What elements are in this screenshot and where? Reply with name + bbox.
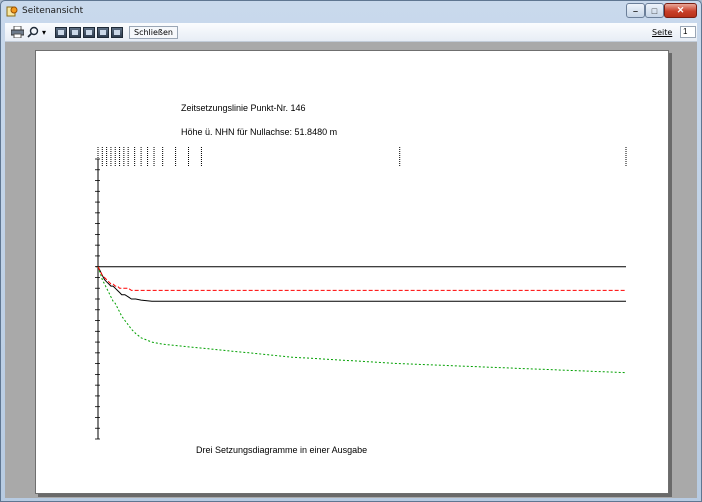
- title-bar[interactable]: Seitenansicht – □ ✕: [1, 1, 701, 22]
- two-pages-button[interactable]: [69, 25, 81, 39]
- one-page-button[interactable]: [55, 25, 67, 39]
- chart-subtitle: Höhe ü. NHN für Nullachse: 51.8480 m: [181, 127, 337, 137]
- magnifier-icon: [27, 26, 39, 38]
- chart-title: Zeitsetzungslinie Punkt-Nr. 146: [181, 103, 306, 113]
- zoom-dropdown[interactable]: ▾: [40, 25, 48, 39]
- page-number-value: 1: [683, 27, 688, 36]
- chevron-down-icon: ▾: [41, 27, 46, 37]
- close-window-button[interactable]: ✕: [664, 3, 697, 18]
- series-line: [97, 266, 626, 302]
- window-title: Seitenansicht: [22, 6, 84, 16]
- maximize-button[interactable]: □: [645, 3, 664, 18]
- close-preview-button[interactable]: Schließen: [129, 26, 178, 39]
- minimize-button[interactable]: –: [626, 3, 645, 18]
- six-pages-button[interactable]: [111, 25, 123, 39]
- four-pages-icon: [97, 26, 109, 38]
- series-line: [97, 266, 626, 291]
- page-number-spinner[interactable]: 1: [680, 26, 696, 38]
- preview-area[interactable]: Zeitsetzungslinie Punkt-Nr. 146 Höhe ü. …: [5, 42, 697, 498]
- four-pages-button[interactable]: [97, 25, 109, 39]
- six-pages-icon: [111, 26, 123, 38]
- zoom-button[interactable]: [26, 25, 40, 39]
- series-line: [97, 266, 627, 374]
- settlement-chart: Zeitsetzungslinie Punkt-Nr. 146 Höhe ü. …: [95, 103, 627, 455]
- preview-app-icon: [6, 6, 18, 17]
- page-label: Seite: [652, 28, 673, 37]
- three-pages-button[interactable]: [83, 25, 95, 39]
- chart-caption: Drei Setzungsdiagramme in einer Ausgabe: [196, 445, 367, 455]
- print-button[interactable]: [10, 25, 24, 39]
- two-pages-icon: [69, 26, 81, 38]
- printer-icon: [10, 26, 24, 38]
- preview-toolbar: ▾ Schließen Seite 1: [5, 23, 697, 42]
- three-pages-icon: [83, 26, 95, 38]
- preview-page: Zeitsetzungslinie Punkt-Nr. 146 Höhe ü. …: [35, 50, 669, 494]
- one-page-icon: [55, 26, 67, 38]
